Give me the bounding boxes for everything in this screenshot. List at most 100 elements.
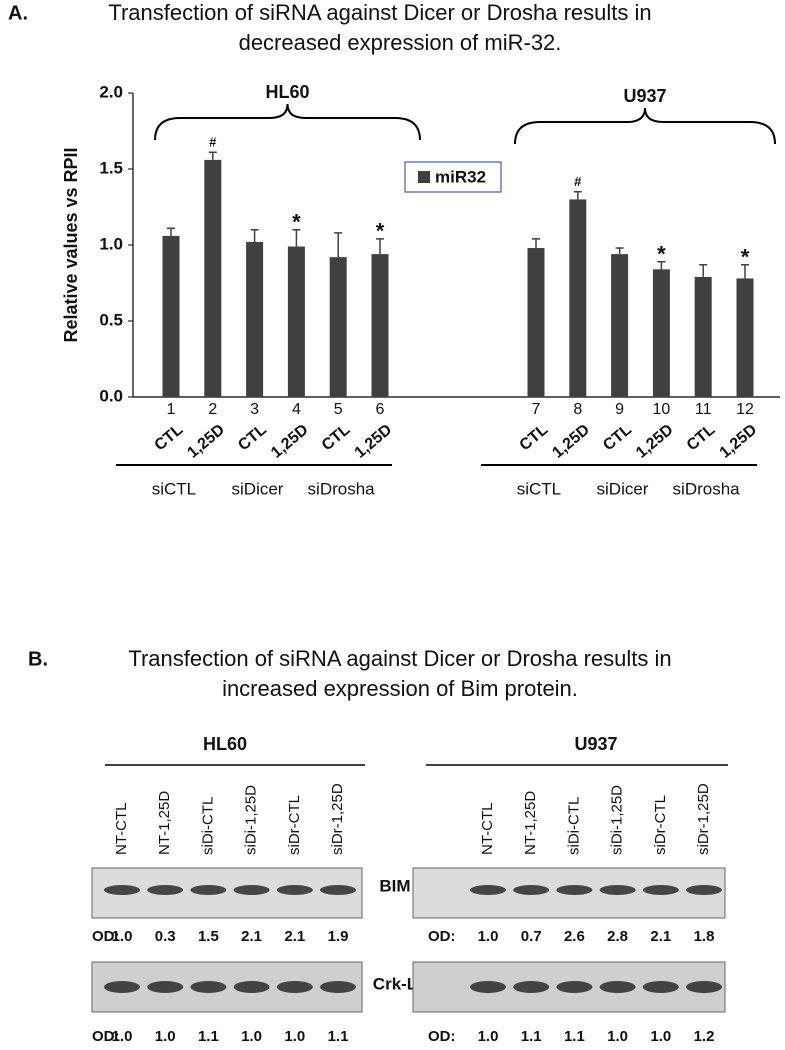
significance-marker: * — [376, 219, 385, 244]
x-tick-label: 7 — [532, 401, 541, 418]
error-bar — [334, 232, 343, 258]
band — [190, 885, 227, 895]
band — [320, 885, 356, 895]
bar — [694, 276, 712, 397]
significance-marker: * — [741, 245, 750, 270]
od-value: 1.0 — [112, 928, 133, 945]
bar — [371, 254, 389, 397]
od-value: 1.5 — [198, 928, 219, 945]
legend-swatch — [418, 171, 430, 183]
panel-label: A. — [8, 2, 28, 24]
significance-marker: # — [209, 135, 217, 150]
treatment-label: 1,25D — [717, 421, 761, 461]
protein-label: Crk-L — [373, 974, 417, 993]
bar — [569, 199, 587, 397]
treatment-label: 1,25D — [633, 421, 677, 461]
od-value: 1.8 — [694, 928, 715, 945]
brace — [514, 107, 776, 145]
bar — [527, 248, 545, 397]
band — [686, 981, 722, 993]
y-tick-label: 0.5 — [99, 310, 123, 329]
treatment-label: CTL — [235, 421, 270, 454]
x-tick-label: 5 — [334, 401, 343, 418]
od-value: 1.0 — [607, 1028, 628, 1045]
x-tick-label: 10 — [653, 401, 671, 418]
bar — [162, 235, 180, 397]
chart-title: Transfection of siRNA against Dicer or D… — [108, 0, 651, 25]
od-value: 1.0 — [478, 1028, 499, 1045]
bar — [329, 257, 347, 397]
band — [513, 885, 550, 895]
treatment-label: CTL — [319, 421, 354, 454]
panel-label: B. — [28, 648, 48, 670]
band — [556, 885, 593, 895]
group-label: siDrosha — [308, 479, 376, 498]
treatment-label: CTL — [152, 421, 187, 454]
bar — [736, 278, 754, 397]
band — [686, 885, 722, 895]
od-value: 1.2 — [694, 1028, 715, 1045]
lane-label: siDr-1,25D — [329, 783, 346, 855]
od-value: 1.0 — [241, 1028, 262, 1045]
od-value: 2.6 — [564, 928, 585, 945]
lane-label: siDr-CTL — [652, 795, 669, 855]
panel-title: Transfection of siRNA against Dicer or D… — [128, 646, 671, 671]
significance-marker: # — [574, 174, 582, 189]
od-value: 2.1 — [284, 928, 305, 945]
band — [104, 981, 140, 993]
od-value: 1.1 — [198, 1028, 219, 1045]
bar — [287, 246, 305, 397]
error-bar — [699, 264, 708, 277]
od-value: 1.1 — [564, 1028, 585, 1045]
x-tick-label: 8 — [573, 401, 582, 418]
band — [190, 981, 227, 993]
od-value: 2.1 — [241, 928, 262, 945]
x-tick-label: 4 — [292, 401, 301, 418]
lane-label: siDi-CTL — [199, 797, 216, 855]
bar — [204, 159, 222, 397]
lane-label: NT-CTL — [479, 803, 496, 856]
treatment-label: 1,25D — [268, 421, 312, 461]
od-value: 0.3 — [155, 928, 176, 945]
band — [513, 981, 550, 993]
x-tick-label: 12 — [736, 401, 754, 418]
od-value: 1.0 — [284, 1028, 305, 1045]
y-tick-label: 1.5 — [99, 158, 123, 177]
x-tick-label: 9 — [615, 401, 624, 418]
group-label: siDrosha — [673, 479, 741, 498]
cell-line-label: U937 — [574, 734, 617, 754]
lane-label: siDi-CTL — [565, 797, 582, 855]
band — [147, 885, 184, 895]
y-tick-label: 2.0 — [99, 82, 123, 101]
y-tick-label: 0.0 — [99, 386, 123, 405]
band — [233, 885, 270, 895]
band — [276, 885, 313, 895]
x-tick-label: 1 — [167, 401, 176, 418]
bar — [652, 269, 670, 397]
error-bar — [376, 238, 384, 255]
x-tick-label: 11 — [695, 401, 712, 418]
bar — [246, 241, 264, 397]
brace — [154, 103, 421, 141]
treatment-label: CTL — [684, 421, 719, 454]
treatment-label: CTL — [517, 421, 552, 454]
panel-title: increased expression of Bim protein. — [222, 676, 578, 701]
treatment-label: 1,25D — [184, 421, 228, 461]
band — [470, 885, 506, 895]
cell-line-label: HL60 — [203, 734, 247, 754]
lane-label: siDr-CTL — [286, 795, 303, 855]
lane-label: NT-CTL — [113, 803, 130, 856]
group-label: siCTL — [517, 479, 561, 498]
band — [556, 981, 593, 993]
od-label: OD: — [92, 1028, 120, 1045]
od-value: 2.8 — [607, 928, 628, 945]
group-label: siCTL — [152, 479, 196, 498]
lane-label: NT-1,25D — [156, 791, 173, 855]
od-label: OD: — [92, 928, 120, 945]
od-value: 1.1 — [328, 1028, 349, 1045]
band — [470, 981, 506, 993]
treatment-label: 1,25D — [352, 421, 396, 461]
od-value: 1.0 — [478, 928, 499, 945]
od-label: OD: — [428, 1028, 456, 1045]
